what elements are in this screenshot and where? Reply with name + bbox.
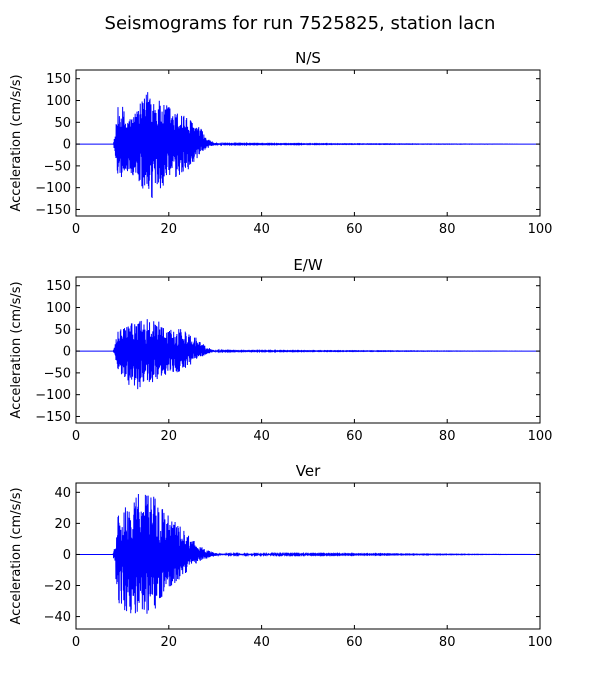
axes-frame-ns (75, 69, 541, 217)
x-tick-label-ns: 100 (528, 222, 553, 237)
waveform-line-ver (76, 494, 540, 614)
y-tick-label-ew: −50 (44, 366, 71, 381)
x-tick-label-ver: 60 (346, 635, 363, 650)
y-tick-label-ver: −40 (44, 610, 71, 625)
y-tick-label-ns: −50 (44, 159, 71, 174)
x-tick-label-ns: 0 (72, 222, 80, 237)
axes-frame-ew (75, 276, 541, 424)
y-tick-label-ew: 50 (54, 323, 71, 338)
y-tick-label-ew: 0 (63, 345, 71, 360)
y-tick-label-ew: −100 (35, 388, 71, 403)
x-tick-label-ns: 60 (346, 222, 363, 237)
panel-title-ver: Ver (296, 462, 321, 480)
x-tick-label-ver: 80 (439, 635, 456, 650)
waveform-line-ew (76, 319, 540, 390)
x-tick-label-ns: 40 (253, 222, 270, 237)
y-tick-label-ns: 150 (46, 72, 71, 87)
x-tick-label-ns: 20 (161, 222, 178, 237)
panel-ew: E/W Acceleration (cm/s/s) 0 20 40 60 80 100 −150… (9, 256, 552, 444)
y-tick-label-ew: −150 (35, 410, 71, 425)
y-tick-label-ew: 150 (46, 279, 71, 294)
y-tick-label-ver: 40 (54, 486, 71, 501)
y-tick-label-ns: 0 (63, 138, 71, 153)
x-tick-label-ver: 100 (528, 635, 553, 650)
waveform-line-ns (76, 92, 540, 198)
panel-title-ns: N/S (295, 49, 321, 67)
y-tick-label-ver: 0 (63, 548, 71, 563)
x-tick-label-ew: 60 (346, 429, 363, 444)
y-tick-label-ver: 20 (54, 517, 71, 532)
y-tick-label-ver: −20 (44, 579, 71, 594)
x-tick-label-ver: 40 (253, 635, 270, 650)
panel-ns: N/S Acceleration (cm/s/s) 0 20 40 60 80 100 −150… (9, 49, 552, 237)
panel-ver: Ver Acceleration (cm/s/s) 0 20 40 60 80 100 −40 −… (9, 462, 552, 650)
panel-title-ew: E/W (293, 256, 323, 274)
y-tick-label-ns: −150 (35, 203, 71, 218)
x-tick-label-ver: 20 (161, 635, 178, 650)
y-tick-label-ew: 100 (46, 301, 71, 316)
y-tick-label-ns: 100 (46, 94, 71, 109)
x-tick-label-ns: 80 (439, 222, 456, 237)
y-axis-label-ew: Acceleration (cm/s/s) (9, 281, 24, 418)
x-tick-label-ew: 40 (253, 429, 270, 444)
y-axis-label-ver: Acceleration (cm/s/s) (9, 487, 24, 624)
x-tick-label-ew: 20 (161, 429, 178, 444)
figure-title: Seismograms for run 7525825, station lac… (105, 13, 496, 34)
x-tick-label-ew: 100 (528, 429, 553, 444)
x-tick-label-ew: 80 (439, 429, 456, 444)
x-tick-label-ew: 0 (72, 429, 80, 444)
y-tick-label-ns: 50 (54, 116, 71, 131)
axes-frame-ver (75, 482, 541, 630)
y-axis-label-ns: Acceleration (cm/s/s) (9, 74, 24, 211)
x-tick-label-ver: 0 (72, 635, 80, 650)
y-tick-label-ns: −100 (35, 181, 71, 196)
